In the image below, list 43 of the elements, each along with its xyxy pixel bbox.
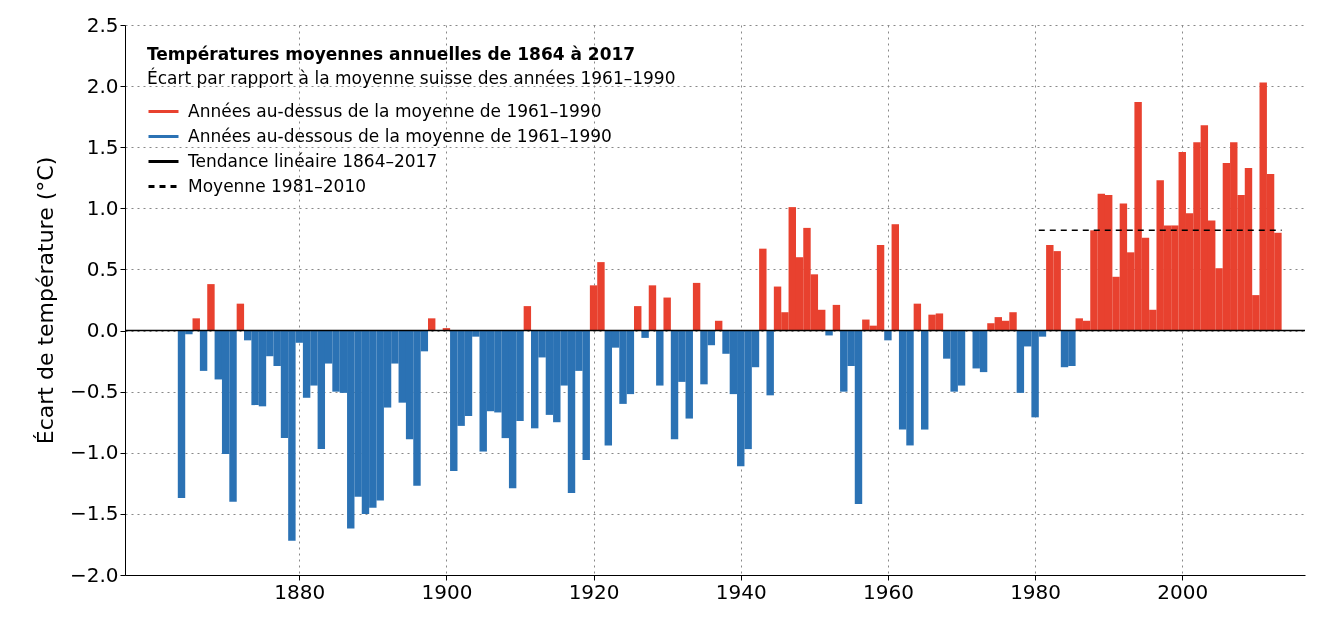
text: Températures moyennes annuelles de 1864 à 2017 xyxy=(147,44,636,64)
y-tick-label: 0.0 xyxy=(86,318,119,343)
y-tick-label: 1.5 xyxy=(86,134,119,159)
legend-label: Années au-dessus de la moyenne de 1961–1990 xyxy=(188,100,602,121)
bar xyxy=(207,284,215,331)
x-tick-label: 1980 xyxy=(1010,579,1062,604)
x-tick-label: 2000 xyxy=(1157,579,1209,604)
bar xyxy=(663,297,671,331)
bar xyxy=(641,330,649,338)
bar xyxy=(891,224,899,331)
bar xyxy=(913,303,922,331)
bar xyxy=(199,330,208,371)
x-tick-label: 1900 xyxy=(421,579,473,604)
legend-label: Tendance linéaire 1864–2017 xyxy=(187,150,438,171)
bar xyxy=(427,318,436,331)
x-tick-label: 1880 xyxy=(274,579,326,604)
bar xyxy=(656,330,664,386)
x-tick-label: 1920 xyxy=(568,579,620,604)
x-tick-label: 1940 xyxy=(715,579,767,604)
bar xyxy=(766,330,774,396)
bar xyxy=(634,306,642,331)
bar xyxy=(921,330,929,430)
y-tick-label: 0.5 xyxy=(86,256,119,281)
bar xyxy=(759,248,767,331)
y-tick-label: 2.0 xyxy=(86,73,119,98)
bar xyxy=(884,330,892,341)
text: Écart par rapport à la moyenne suisse des années 1961–1990 xyxy=(147,67,676,88)
bar xyxy=(192,318,200,331)
x-tick-label: 1960 xyxy=(862,579,914,604)
y-axis-title: Écart de température (°C) xyxy=(32,156,58,445)
y-tick-label: −0.5 xyxy=(69,379,119,404)
y-tick-label: 1.0 xyxy=(86,195,119,220)
legend-label: Années au-dessous de la moyenne de 1961–1990 xyxy=(188,125,612,146)
bar xyxy=(523,306,532,331)
y-tick-label: −2.0 xyxy=(69,562,119,587)
y-tick-label: −1.0 xyxy=(69,440,119,465)
legend-label: Moyenne 1981–2010 xyxy=(188,175,367,196)
bar xyxy=(236,303,245,331)
y-tick-label: −1.5 xyxy=(69,501,119,526)
bar xyxy=(648,285,657,331)
bar xyxy=(832,304,841,331)
bar xyxy=(692,282,701,331)
y-tick-label: 2.5 xyxy=(86,12,119,37)
